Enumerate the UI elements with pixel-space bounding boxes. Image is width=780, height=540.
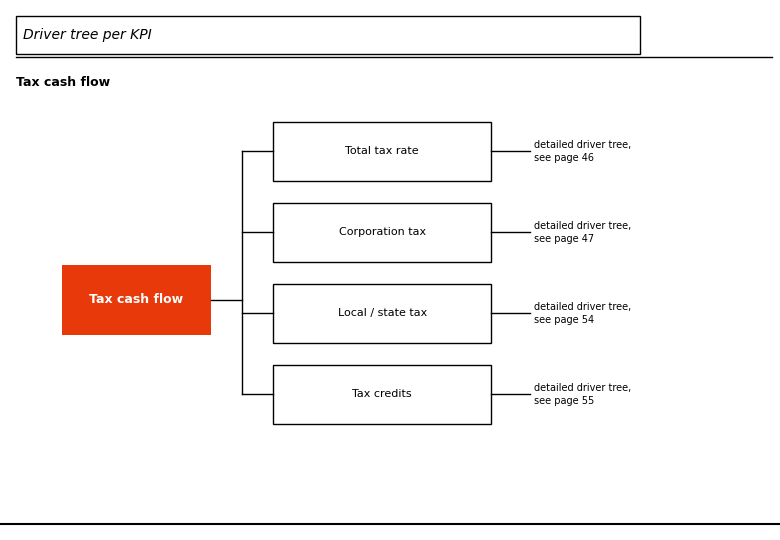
FancyBboxPatch shape xyxy=(16,16,640,54)
Text: Tax cash flow: Tax cash flow xyxy=(90,293,183,306)
Text: detailed driver tree,
see page 46: detailed driver tree, see page 46 xyxy=(534,140,632,163)
Text: Tax cash flow: Tax cash flow xyxy=(16,76,110,89)
Text: detailed driver tree,
see page 54: detailed driver tree, see page 54 xyxy=(534,302,632,325)
Text: Corporation tax: Corporation tax xyxy=(339,227,426,237)
FancyBboxPatch shape xyxy=(62,265,211,335)
Text: Local / state tax: Local / state tax xyxy=(338,308,427,318)
Text: Driver tree per KPI: Driver tree per KPI xyxy=(23,28,152,42)
FancyBboxPatch shape xyxy=(273,284,491,343)
FancyBboxPatch shape xyxy=(273,122,491,181)
Text: Tax credits: Tax credits xyxy=(353,389,412,399)
Text: Total tax rate: Total tax rate xyxy=(346,146,419,156)
FancyBboxPatch shape xyxy=(273,364,491,424)
Text: detailed driver tree,
see page 47: detailed driver tree, see page 47 xyxy=(534,221,632,244)
Text: detailed driver tree,
see page 55: detailed driver tree, see page 55 xyxy=(534,383,632,406)
FancyBboxPatch shape xyxy=(273,202,491,262)
